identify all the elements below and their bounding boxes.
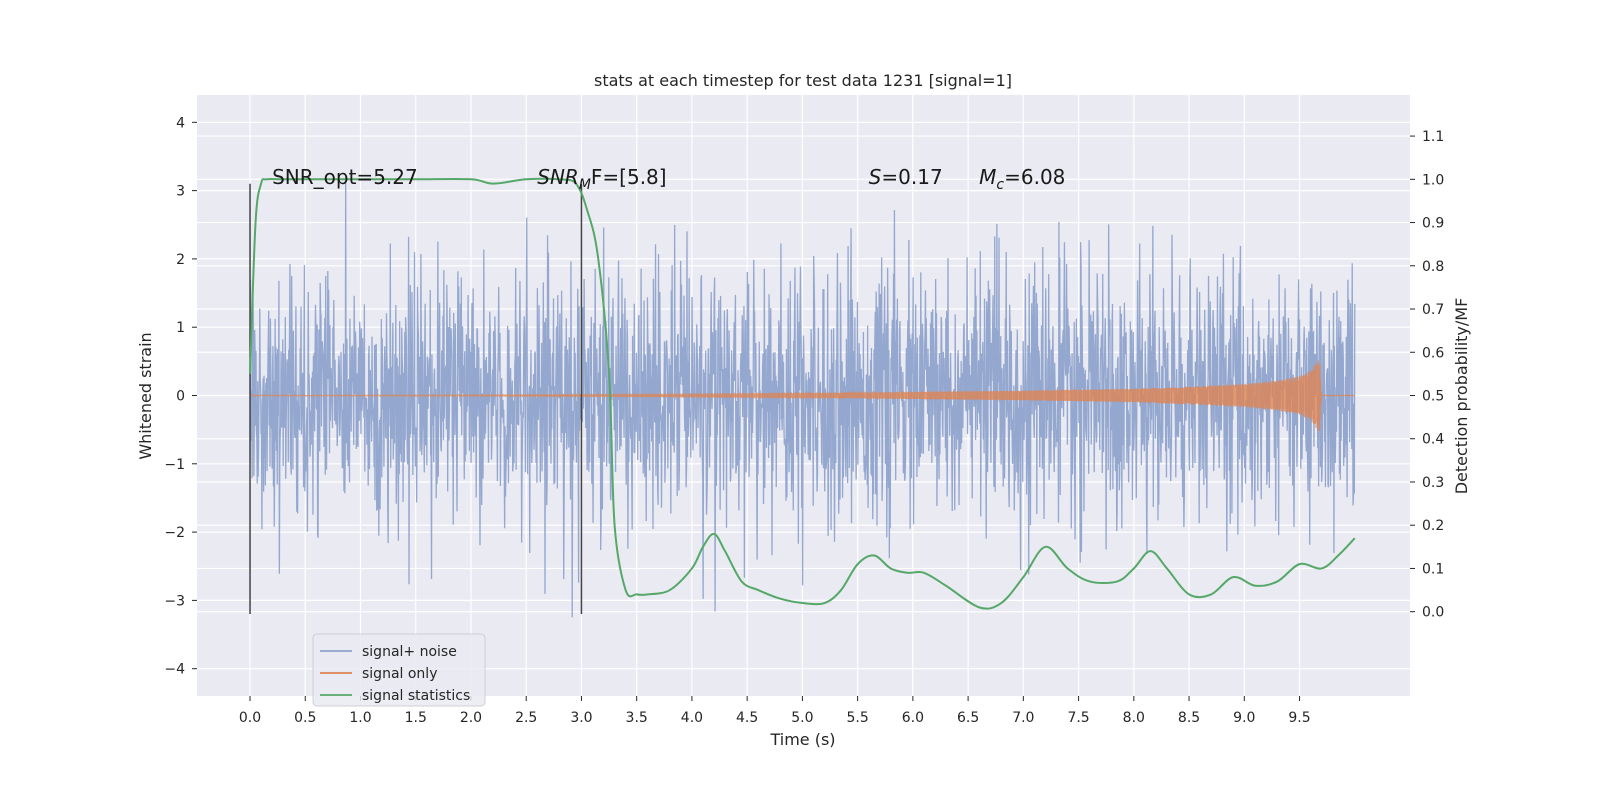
x-tick-label: 9.5 — [1288, 710, 1310, 726]
x-axis-ticks: 0.0 0.5 1.0 1.5 2.0 2.5 3.0 3.5 4.0 4.5 5.0 5.5 6.0 6… — [239, 696, 1311, 726]
annotation-main: SNR — [537, 165, 579, 189]
y-tick-label: 2 — [176, 252, 185, 268]
x-tick-label: 2.5 — [515, 710, 537, 726]
annotation-main: S — [869, 165, 882, 189]
x-tick-label: 0.0 — [239, 710, 261, 726]
x-tick-label: 8.5 — [1178, 710, 1200, 726]
annotation-sub: c — [996, 177, 1004, 193]
signal-statistics-series — [249, 177, 1356, 610]
legend: signal+ noise signal only signal statistic… — [312, 633, 486, 707]
x-tick-label: 4.0 — [681, 710, 703, 726]
right-y-tick-label: 0.1 — [1422, 561, 1444, 577]
right-y-axis-label: Detection probability/MF — [1452, 298, 1471, 495]
annotation-0: SNR_opt=5.27 — [272, 165, 418, 189]
right-y-tick-label: 0.8 — [1422, 259, 1444, 275]
vertical-markers — [249, 183, 583, 615]
legend-label: signal statistics — [362, 688, 470, 704]
legend-box — [312, 633, 486, 707]
annotation-rest: =0.17 — [881, 165, 942, 189]
right-y-tick-label: 0.0 — [1422, 605, 1444, 621]
annotation-2: S=0.17 — [869, 165, 943, 189]
x-tick-label: 6.0 — [902, 710, 924, 726]
right-y-axis-ticks: 0.0 0.1 0.2 0.3 0.4 0.5 0.6 0.7 0.8 0.9 1.0 1.1 — [1410, 129, 1444, 621]
x-axis-label: Time (s) — [769, 730, 835, 749]
y-tick-label: −3 — [164, 593, 185, 609]
x-tick-label: 2.0 — [460, 710, 482, 726]
legend-label: signal only — [362, 666, 437, 682]
right-y-tick-label: 1.0 — [1422, 172, 1444, 188]
right-y-tick-label: 0.4 — [1422, 432, 1444, 448]
signal-noise-line — [249, 175, 1356, 618]
annotation-sub: M — [579, 177, 591, 193]
y-tick-label: 4 — [176, 115, 185, 131]
legend-label: signal+ noise — [362, 644, 457, 660]
y-axis-label: Whitened strain — [136, 332, 155, 459]
x-tick-label: 1.5 — [405, 710, 427, 726]
x-tick-label: 6.5 — [957, 710, 979, 726]
x-tick-label: 7.0 — [1012, 710, 1034, 726]
annotation-3: Mc=6.08 — [979, 165, 1065, 193]
right-y-tick-label: 0.3 — [1422, 475, 1444, 491]
y-axis-ticks: −4 −3 −2 −1 0 1 2 3 4 — [164, 115, 197, 678]
annotation-rest: F=[5.8] — [591, 165, 667, 189]
annotations: SNR_opt=5.27 SNRMF=[5.8] S=0.17 Mc=6.08 — [272, 165, 1065, 193]
annotation-1: SNRMF=[5.8] — [537, 165, 666, 193]
x-tick-label: 7.5 — [1067, 710, 1089, 726]
right-y-tick-label: 0.2 — [1422, 518, 1444, 534]
x-tick-label: 3.5 — [626, 710, 648, 726]
right-y-tick-label: 0.6 — [1422, 345, 1444, 361]
x-tick-label: 0.5 — [294, 710, 316, 726]
chart-title: stats at each timestep for test data 123… — [594, 71, 1012, 90]
right-y-tick-label: 0.7 — [1422, 302, 1444, 318]
right-y-tick-label: 0.9 — [1422, 216, 1444, 232]
y-tick-label: −4 — [164, 662, 185, 678]
x-tick-label: 8.0 — [1123, 710, 1145, 726]
signal-only-series — [249, 360, 1355, 431]
x-tick-label: 3.0 — [570, 710, 592, 726]
x-tick-label: 5.0 — [791, 710, 813, 726]
x-tick-label: 5.5 — [846, 710, 868, 726]
signal-statistics-line — [249, 177, 1356, 610]
y-tick-label: 0 — [176, 389, 185, 405]
x-tick-label: 1.0 — [349, 710, 371, 726]
right-y-tick-label: 1.1 — [1422, 129, 1444, 145]
annotation-main: M — [979, 165, 996, 189]
annotation-rest: =6.08 — [1004, 165, 1065, 189]
y-tick-label: −1 — [164, 457, 185, 473]
x-tick-label: 4.5 — [736, 710, 758, 726]
signal-noise-series — [249, 175, 1356, 618]
y-tick-label: 3 — [176, 184, 185, 200]
y-tick-label: −2 — [164, 525, 185, 541]
right-y-tick-label: 0.5 — [1422, 389, 1444, 405]
x-tick-label: 9.0 — [1233, 710, 1255, 726]
signal-only-line — [249, 360, 1355, 431]
y-tick-label: 1 — [176, 320, 185, 336]
